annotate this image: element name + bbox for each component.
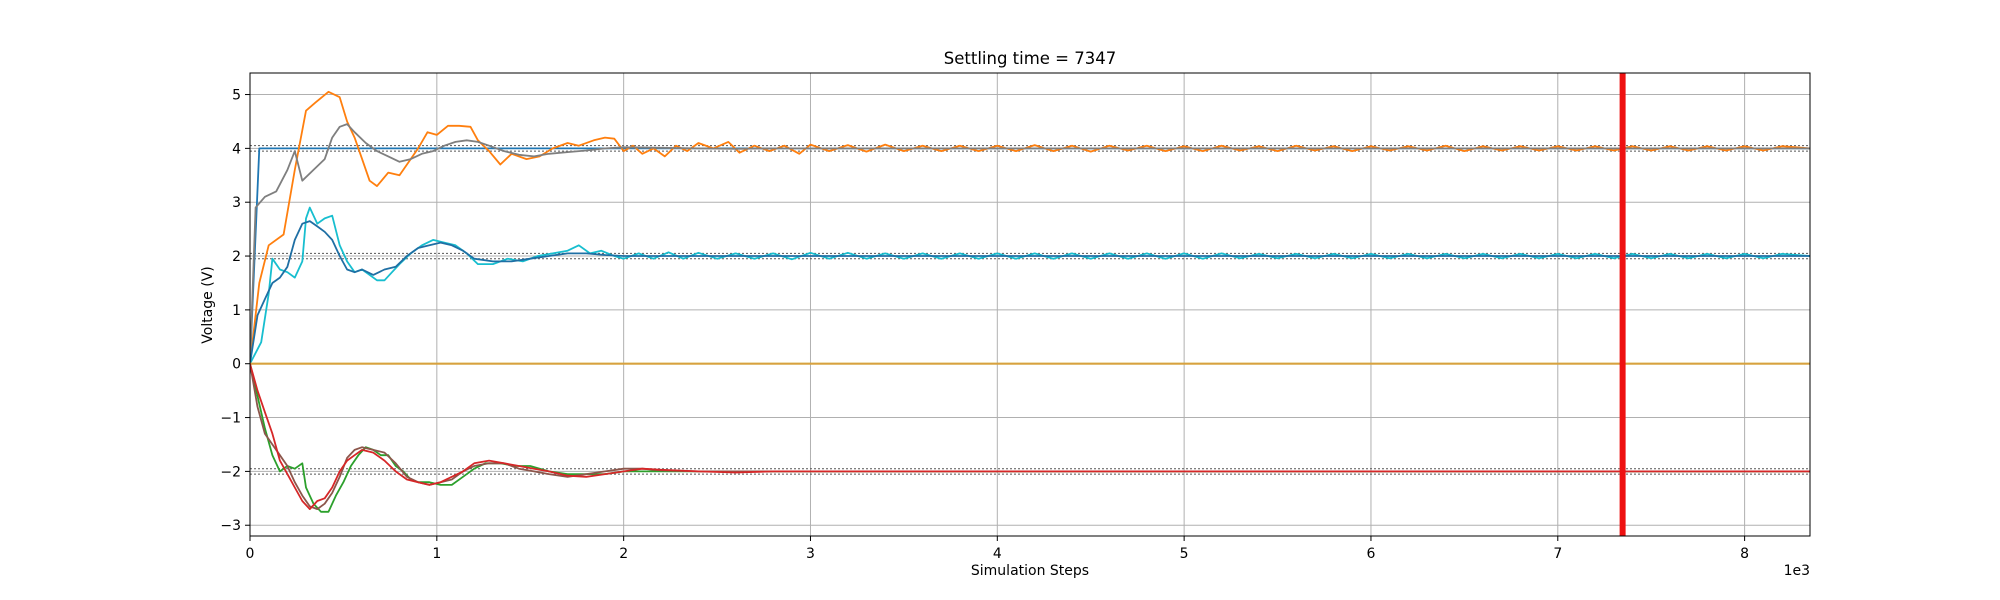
x-tick-label: 2: [619, 546, 628, 562]
y-tick-label: −2: [220, 464, 241, 480]
y-tick-label: 4: [232, 141, 241, 157]
y-tick-label: 1: [232, 303, 241, 319]
plot-area: [249, 72, 1811, 537]
x-tick-label: 4: [993, 546, 1002, 562]
y-axis-label: Voltage (V): [200, 266, 216, 343]
plot-background: [250, 73, 1810, 536]
x-tick-label: 3: [806, 546, 815, 562]
x-axis-label: Simulation Steps: [971, 563, 1089, 579]
x-tick-label: 7: [1553, 546, 1562, 562]
y-tick-label: 5: [232, 88, 241, 104]
y-axis-ticks: −3 −2 −1 0 1 2 3 4 5: [220, 88, 250, 534]
series-line: [250, 123, 1810, 364]
y-tick-label: −1: [220, 411, 241, 427]
x-tick-label: 6: [1366, 546, 1375, 562]
y-tick-label: 0: [232, 357, 241, 373]
x-tick-label: 8: [1740, 546, 1749, 562]
y-tick-label: 2: [232, 249, 241, 265]
y-tick-label: −3: [220, 518, 241, 534]
x-axis-offset-label: 1e3: [1784, 563, 1810, 579]
plot-frame: [249, 72, 1811, 537]
series-line: [250, 363, 1810, 510]
x-axis-ticks: 0 1 2 3 4 5 6 7 8: [246, 536, 1749, 562]
series-line: [250, 220, 1810, 364]
x-tick-label: 1: [432, 546, 441, 562]
x-tick-label: 5: [1180, 546, 1189, 562]
series-lines: [250, 90, 1810, 513]
x-tick-label: 0: [246, 546, 255, 562]
y-tick-label: 3: [232, 195, 241, 211]
chart-title: Settling time = 7347: [944, 49, 1117, 68]
